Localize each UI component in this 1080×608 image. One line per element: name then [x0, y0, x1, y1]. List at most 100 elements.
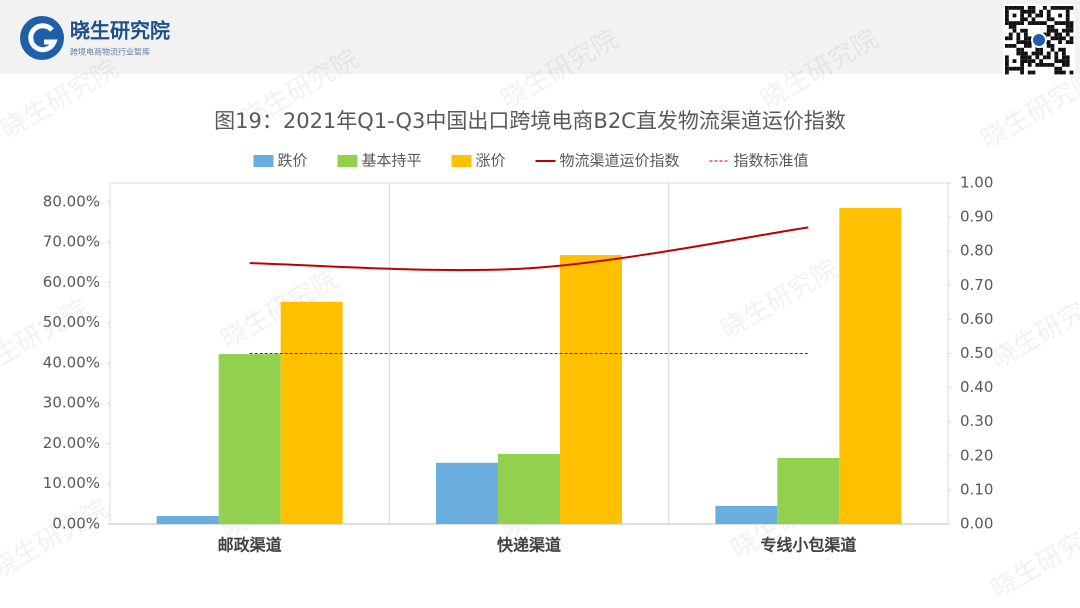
qr-cell: [1016, 66, 1021, 71]
qr-cell: [1005, 63, 1009, 67]
qr-code: [1003, 4, 1075, 76]
watermark: 晓生研究院: [986, 284, 1080, 375]
qr-cell: [1058, 70, 1062, 75]
qr-cell: [1031, 6, 1036, 10]
qr-cell: [1024, 59, 1028, 63]
qr-cell: [1020, 63, 1024, 67]
qr-cell: [1054, 28, 1059, 33]
tagline: 跨境电商物流行业智库: [70, 47, 150, 57]
qr-cell: [1062, 6, 1066, 10]
qr-cell: [1020, 9, 1024, 14]
qr-cell: [1039, 9, 1043, 14]
qr-cell: [1062, 63, 1066, 67]
bar: [280, 301, 343, 524]
qr-cell: [1050, 44, 1055, 48]
qr-cell: [1027, 55, 1032, 60]
qr-cell: [1012, 21, 1017, 25]
bar: [218, 354, 281, 524]
qr-cell: [1039, 51, 1043, 56]
qr-cell: [1020, 70, 1024, 75]
bar: [436, 462, 498, 524]
qr-cell: [1016, 47, 1021, 52]
qr-cell: [1024, 28, 1028, 33]
qr-cell: [1012, 44, 1017, 48]
qr-cell: [1027, 59, 1032, 63]
legend-label: 物流渠道运价指数: [560, 152, 680, 170]
qr-cell: [1024, 32, 1028, 37]
logo-mark: [28, 23, 58, 53]
qr-cell: [1046, 51, 1051, 56]
qr-cell: [1020, 40, 1024, 44]
qr-cell: [1065, 13, 1070, 18]
qr-cell: [1043, 55, 1047, 60]
legend-label: 指数标准值: [734, 152, 809, 170]
qr-cell: [1050, 6, 1055, 10]
qr-cell: [1005, 9, 1009, 14]
bar: [560, 255, 622, 524]
qr-cell: [1005, 44, 1009, 48]
qr-cell: [1005, 17, 1009, 22]
qr-cell: [1058, 66, 1062, 71]
qr-cell: [1058, 32, 1062, 37]
qr-cell: [1024, 55, 1028, 60]
qr-cell: [1062, 21, 1066, 25]
y2-tick-label: 0.40: [960, 378, 993, 396]
legend-label: 跌价: [278, 152, 308, 170]
qr-cell: [1005, 55, 1009, 60]
qr-cell: [1008, 32, 1013, 37]
y2-tick-label: 0.20: [960, 446, 993, 464]
qr-cell: [1039, 47, 1043, 52]
legend-label: 基本持平: [362, 152, 422, 170]
legend-swatch: [337, 155, 358, 167]
bar: [715, 505, 778, 524]
y-tick-label: 0.00%: [52, 515, 100, 533]
qr-cell: [1016, 6, 1021, 10]
qr-cell: [1039, 63, 1043, 67]
logo-circle: [20, 16, 64, 60]
qr-cell: [1012, 66, 1017, 71]
qr-cell: [1054, 6, 1059, 10]
qr-cell: [1031, 70, 1036, 75]
x-tick-label: 专线小包渠道: [760, 536, 856, 555]
qr-cell: [1058, 21, 1062, 25]
qr-cell: [1005, 36, 1009, 41]
qr-cell: [1065, 28, 1070, 33]
qr-cell: [1005, 6, 1009, 10]
watermark: 晓生研究院: [0, 494, 114, 585]
y2-tick-label: 0.90: [960, 208, 993, 226]
chart-title: 图19：2021年Q1-Q3中国出口跨境电商B2C直发物流渠道运价指数: [214, 109, 846, 133]
qr-cell: [1046, 63, 1051, 67]
qr-cell: [1046, 40, 1051, 44]
qr-cell: [1020, 55, 1024, 60]
y2-tick-label: 0.50: [960, 344, 993, 362]
qr-cell: [1039, 59, 1043, 63]
qr-cell: [1020, 28, 1024, 33]
qr-cell: [1020, 47, 1024, 52]
qr-cell: [1062, 36, 1066, 41]
qr-cell: [1024, 40, 1028, 44]
qr-cell: [1012, 25, 1017, 29]
qr-cell: [1046, 44, 1051, 48]
bar: [156, 515, 219, 524]
qr-cell: [1069, 28, 1074, 33]
x-tick-label: 快递渠道: [497, 536, 561, 555]
qr-cell: [1012, 13, 1017, 18]
qr-cell: [1031, 17, 1036, 22]
qr-cell: [1065, 59, 1070, 63]
y-tick-label: 10.00%: [43, 474, 100, 492]
index-line: [249, 226, 809, 272]
qr-cell: [1024, 17, 1028, 22]
qr-cell: [1062, 51, 1066, 56]
qr-cell: [1035, 63, 1040, 67]
qr-cell: [1039, 13, 1043, 18]
qr-cell: [1065, 55, 1070, 60]
bar: [839, 207, 902, 524]
qr-cell: [1065, 21, 1070, 25]
qr-cell: [1020, 21, 1024, 25]
qr-cell: [1050, 25, 1055, 29]
header-band: [0, 0, 1080, 74]
qr-cell: [1005, 66, 1009, 71]
qr-cell: [1020, 6, 1024, 10]
y-tick-label: 30.00%: [43, 394, 100, 412]
